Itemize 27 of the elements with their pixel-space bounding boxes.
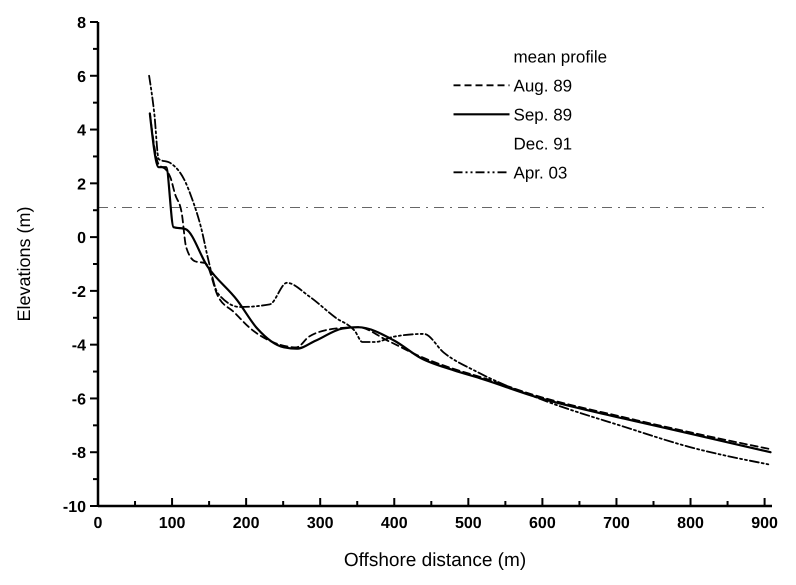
y-tick-label: 4 bbox=[77, 122, 86, 140]
x-tick-label: 600 bbox=[529, 515, 556, 532]
legend-label: Apr. 03 bbox=[514, 163, 568, 182]
text: Dec. 91 bbox=[514, 134, 572, 154]
legend-label: Sep. 89 bbox=[514, 105, 572, 124]
x-tick-label: 0 bbox=[94, 515, 103, 532]
y-tick-label: -4 bbox=[72, 338, 86, 355]
y-tick-label: -6 bbox=[72, 391, 86, 408]
y-tick-label: 0 bbox=[77, 230, 86, 248]
y-axis-title: Elevations (m) bbox=[14, 206, 34, 322]
x-tick-label: 900 bbox=[751, 515, 778, 532]
x-tick-label: 400 bbox=[380, 515, 408, 532]
y-tick-label: 8 bbox=[77, 15, 86, 32]
x-tick-label: 300 bbox=[306, 515, 334, 532]
legend-label: Aug. 89 bbox=[514, 76, 572, 96]
x-tick-label: 200 bbox=[232, 515, 260, 532]
y-tick-label: -2 bbox=[72, 284, 86, 301]
y-tick-label: -8 bbox=[72, 445, 86, 462]
y-tick-label: -10 bbox=[62, 499, 86, 516]
x-tick-label: 800 bbox=[677, 515, 704, 532]
x-axis-title: Offshore distance (m) bbox=[344, 550, 526, 571]
x-tick-label: 100 bbox=[158, 515, 186, 532]
x-tick-label: 700 bbox=[603, 515, 630, 532]
y-tick-label: 6 bbox=[77, 68, 86, 86]
y-tick-label: 2 bbox=[77, 176, 86, 194]
x-tick-label: 500 bbox=[454, 515, 482, 532]
legend-title: mean profile bbox=[514, 47, 608, 66]
